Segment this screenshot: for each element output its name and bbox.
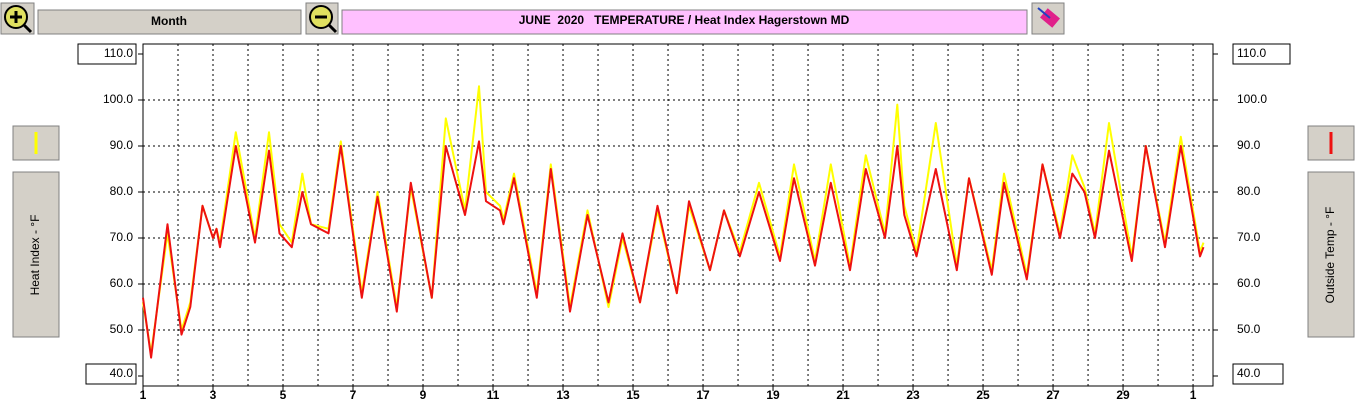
chart-title: JUNE 2020 TEMPERATURE / Heat Index Hager… [519, 13, 850, 27]
y-tick-label: 60.0 [110, 276, 134, 290]
x-tick-label: 5 [280, 388, 287, 402]
y2-tick-label: 90.0 [1237, 138, 1261, 152]
left-legend-button[interactable] [12, 125, 60, 161]
y-tick-label: 90.0 [110, 138, 134, 152]
x-tick-label: 21 [836, 388, 850, 402]
y2-tick-label: 40.0 [1237, 366, 1261, 380]
y-min-box [85, 363, 137, 385]
y-tick-label: 70.0 [110, 230, 134, 244]
x-tick-label: 17 [696, 388, 710, 402]
plot-frame [142, 43, 1214, 387]
left-axis-button[interactable] [12, 171, 60, 338]
y2-tick-label: 70.0 [1237, 230, 1261, 244]
y2-axis-label: Outside Temp - °F [1323, 207, 1337, 304]
range-label: Month [151, 14, 187, 28]
x-tick-label: 1 [140, 388, 147, 402]
x-tick-label: 13 [556, 388, 570, 402]
clear-icon[interactable] [1031, 2, 1065, 35]
y2-tick-label: 80.0 [1237, 184, 1261, 198]
zoom-out[interactable] [305, 2, 339, 35]
y-axis-label: Heat Index - °F [28, 215, 42, 296]
y-max-box [77, 43, 137, 65]
range-button[interactable]: Month [37, 9, 302, 35]
zoom-in[interactable] [0, 2, 35, 35]
y-tick-label: 80.0 [110, 184, 134, 198]
x-tick-label: 15 [626, 388, 640, 402]
title-box [341, 9, 1028, 35]
right-legend-button[interactable] [1307, 125, 1355, 161]
y2-tick-label: 110.0 [1237, 46, 1266, 60]
series-line [142, 140, 1205, 359]
y2-min-box [1232, 363, 1284, 385]
y-tick-label: 50.0 [110, 322, 134, 336]
y-tick-label: 40.0 [110, 366, 134, 380]
x-tick-label: 1 [1190, 388, 1197, 402]
y2-tick-label: 50.0 [1237, 322, 1261, 336]
y-tick-label: 100.0 [103, 92, 133, 106]
x-tick-label: 27 [1046, 388, 1060, 402]
x-tick-label: 29 [1116, 388, 1130, 402]
y2-max-box [1232, 43, 1291, 65]
x-tick-label: 7 [350, 388, 357, 402]
x-tick-label: 9 [420, 388, 427, 402]
y2-tick-label: 100.0 [1237, 92, 1267, 106]
x-tick-label: 19 [766, 388, 780, 402]
y2-tick-label: 60.0 [1237, 276, 1261, 290]
right-axis-button[interactable] [1307, 171, 1355, 338]
x-tick-label: 25 [976, 388, 990, 402]
x-tick-label: 11 [487, 388, 500, 402]
y-tick-label: 110.0 [104, 46, 133, 60]
x-tick-label: 23 [906, 388, 920, 402]
x-tick-label: 3 [210, 388, 217, 402]
